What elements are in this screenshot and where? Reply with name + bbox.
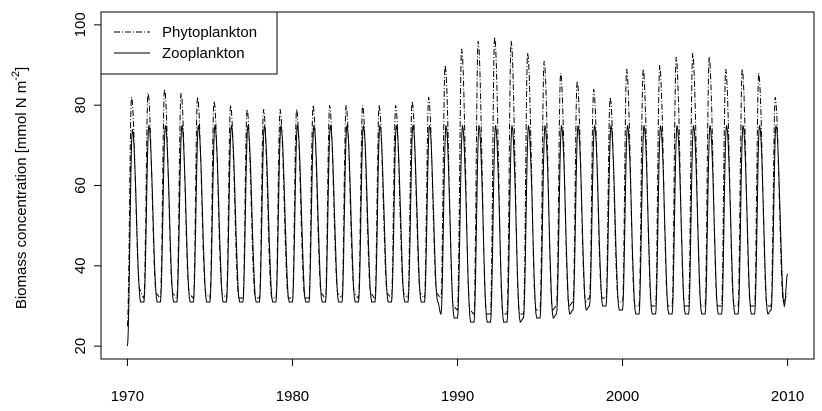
legend-zooplankton-label: Zooplankton (162, 45, 245, 62)
y-axis-label: Biomass concentration [mmol N m-2] (10, 67, 30, 309)
x-axis: 1970 1980 1990 2000 2010 (111, 358, 804, 405)
legend: Phytoplankton Zooplankton (100, 11, 278, 75)
x-tick-label: 2010 (771, 388, 804, 405)
y-tick-label: 80 (72, 97, 89, 114)
y-axis: 20 40 60 80 100 (72, 12, 101, 354)
x-tick-label: 1970 (111, 388, 144, 405)
x-tick-label: 1980 (276, 388, 309, 405)
y-tick-label: 20 (72, 338, 89, 355)
y-tick-label: 60 (72, 177, 89, 194)
zooplankton-series-line (126, 125, 789, 347)
y-tick-label: 100 (72, 12, 89, 37)
y-tick-label: 40 (72, 257, 89, 274)
legend-box (100, 11, 278, 75)
legend-phytoplankton-label: Phytoplankton (162, 24, 257, 41)
x-tick-label: 1990 (441, 388, 474, 405)
series-layer (126, 36, 789, 347)
x-tick-label: 2000 (606, 388, 639, 405)
